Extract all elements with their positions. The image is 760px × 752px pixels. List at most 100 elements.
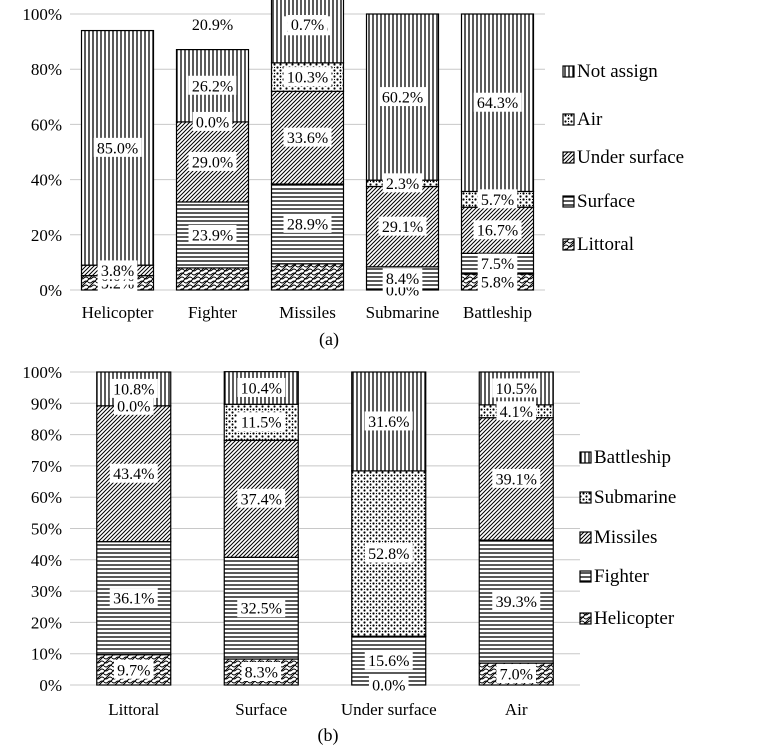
chart-caption: (b) (318, 725, 339, 746)
legend-label-fighter: Fighter (594, 566, 650, 587)
data-label-bg (364, 543, 413, 563)
data-label-missiles-littoral: 43.4% (113, 466, 154, 483)
x-category-label: Littoral (108, 700, 159, 719)
legend-swatch-surface (562, 195, 575, 208)
data-label-bg (283, 213, 332, 233)
data-label-bg (364, 650, 413, 670)
data-label-submarine-littoral: 0.0% (117, 398, 150, 415)
data-label-air-submarine: 2.3% (386, 176, 419, 193)
y-tick-label: 60% (31, 488, 62, 507)
data-label-battleship-surface: 10.4% (241, 380, 282, 397)
data-label-bg (368, 675, 409, 694)
x-category-label: Surface (235, 700, 287, 719)
data-label-bg (237, 377, 286, 397)
data-label-under-surface-battleship: 16.7% (477, 223, 518, 240)
x-category-label: Air (505, 700, 528, 719)
data-label-helicopter-air: 7.0% (500, 667, 533, 684)
legend-swatch-air (562, 113, 575, 126)
data-label-bg (237, 412, 286, 432)
data-label-surface-missiles: 28.9% (287, 216, 328, 233)
data-label-air-fighter: 0.0% (196, 114, 229, 131)
data-label-submarine-air: 4.1% (500, 404, 533, 421)
legend-swatch-helicopter (579, 612, 592, 625)
y-tick-label: 0% (39, 676, 62, 695)
data-label-fighter-air: 39.3% (496, 594, 537, 611)
data-label-bg (492, 468, 541, 488)
x-category-label: Missiles (279, 303, 336, 322)
data-label-bg (109, 588, 158, 608)
data-label-helicopter-littoral: 9.7% (117, 662, 150, 679)
data-label-bg (496, 664, 537, 684)
data-label-bg (378, 87, 427, 107)
chart-a: 0%20%40%60%80%100%5.2%0.0%3.8%85.0%Helic… (22, 0, 684, 350)
x-category-label: Fighter (188, 303, 237, 322)
data-label-surface-battleship: 7.5% (481, 256, 514, 273)
bar-segment-littoral-missiles (270, 263, 345, 291)
data-label-bg (113, 395, 154, 415)
data-label-under-surface-helicopter: 3.8% (101, 263, 134, 280)
data-label-bg (188, 224, 237, 244)
legend-swatch-under-surface (562, 151, 575, 164)
data-label-bg (93, 137, 142, 157)
x-category-label: Battleship (463, 303, 532, 322)
data-label-bg (382, 173, 423, 193)
x-category-label: Submarine (366, 303, 440, 322)
y-tick-label: 50% (31, 520, 62, 539)
data-label-bg (473, 92, 522, 112)
data-label-littoral-battleship: 5.8% (481, 274, 514, 291)
data-label-battleship-littoral: 10.8% (113, 381, 154, 398)
legend-label-missiles: Missiles (594, 527, 657, 548)
legend-label-helicopter: Helicopter (594, 608, 675, 629)
data-label-fighter-under-surface: 15.6% (368, 653, 409, 670)
y-tick-label: 20% (31, 226, 62, 245)
y-tick-label: 100% (22, 5, 62, 24)
data-label-under-surface-fighter: 29.0% (192, 154, 233, 171)
legend-label-littoral: Littoral (577, 234, 634, 255)
data-label-surface-fighter: 23.9% (192, 227, 233, 244)
data-label-bg (192, 111, 233, 131)
data-label-missiles-air: 39.1% (496, 471, 537, 488)
legend-swatch-missiles (579, 531, 592, 544)
data-label-not-assign-battleship: 64.3% (477, 95, 518, 112)
y-tick-label: 60% (31, 115, 62, 134)
y-tick-label: 90% (31, 394, 62, 413)
legend-label-battleship: Battleship (594, 447, 671, 468)
data-label-bg (492, 591, 541, 611)
data-label-battleship-under-surface: 31.6% (368, 414, 409, 431)
data-label-bg (237, 488, 286, 508)
data-label-top-missiles: 0.7% (291, 17, 324, 34)
data-label-bg (113, 659, 154, 679)
data-label-air-battleship: 5.7% (481, 192, 514, 209)
y-tick-label: 0% (39, 281, 62, 300)
data-label-surface-submarine: 8.4% (386, 271, 419, 288)
y-tick-label: 80% (31, 426, 62, 445)
data-label-submarine-surface: 11.5% (241, 415, 282, 432)
legend-swatch-fighter (579, 570, 592, 583)
data-label-bg (496, 401, 537, 421)
data-label-helicopter-surface: 8.3% (245, 665, 278, 682)
data-label-bg (287, 15, 328, 33)
y-tick-label: 40% (31, 551, 62, 570)
legend-swatch-battleship (579, 451, 592, 464)
legend-swatch-littoral (562, 238, 575, 251)
data-label-bg (382, 268, 423, 288)
data-label-bg (237, 598, 286, 618)
y-tick-label: 40% (31, 171, 62, 190)
data-label-top-fighter: 20.9% (192, 17, 233, 34)
data-label-fighter-surface: 32.5% (241, 601, 282, 618)
y-tick-label: 100% (22, 363, 62, 382)
y-tick-label: 30% (31, 582, 62, 601)
chart-b: 0% 10% 20% 30% 40% 50% 60% 70% 80% 90% 100% 9.7% 36.… (22, 363, 676, 746)
legend-label-surface: Surface (577, 191, 635, 212)
data-label-air-missiles: 10.3% (287, 70, 328, 87)
data-label-bg (492, 378, 541, 398)
legend-swatch-not-assign (562, 65, 575, 78)
data-label-not-assign-helicopter: 85.0% (97, 140, 138, 157)
data-label-submarine-under-surface: 52.8% (368, 546, 409, 563)
y-tick-label: 10% (31, 645, 62, 664)
data-label-fighter-littoral: 36.1% (113, 591, 154, 608)
data-label-bg (378, 216, 427, 236)
data-label-bg (283, 127, 332, 147)
data-label-not-assign-submarine: 60.2% (382, 90, 423, 107)
data-label-bg (477, 253, 518, 273)
